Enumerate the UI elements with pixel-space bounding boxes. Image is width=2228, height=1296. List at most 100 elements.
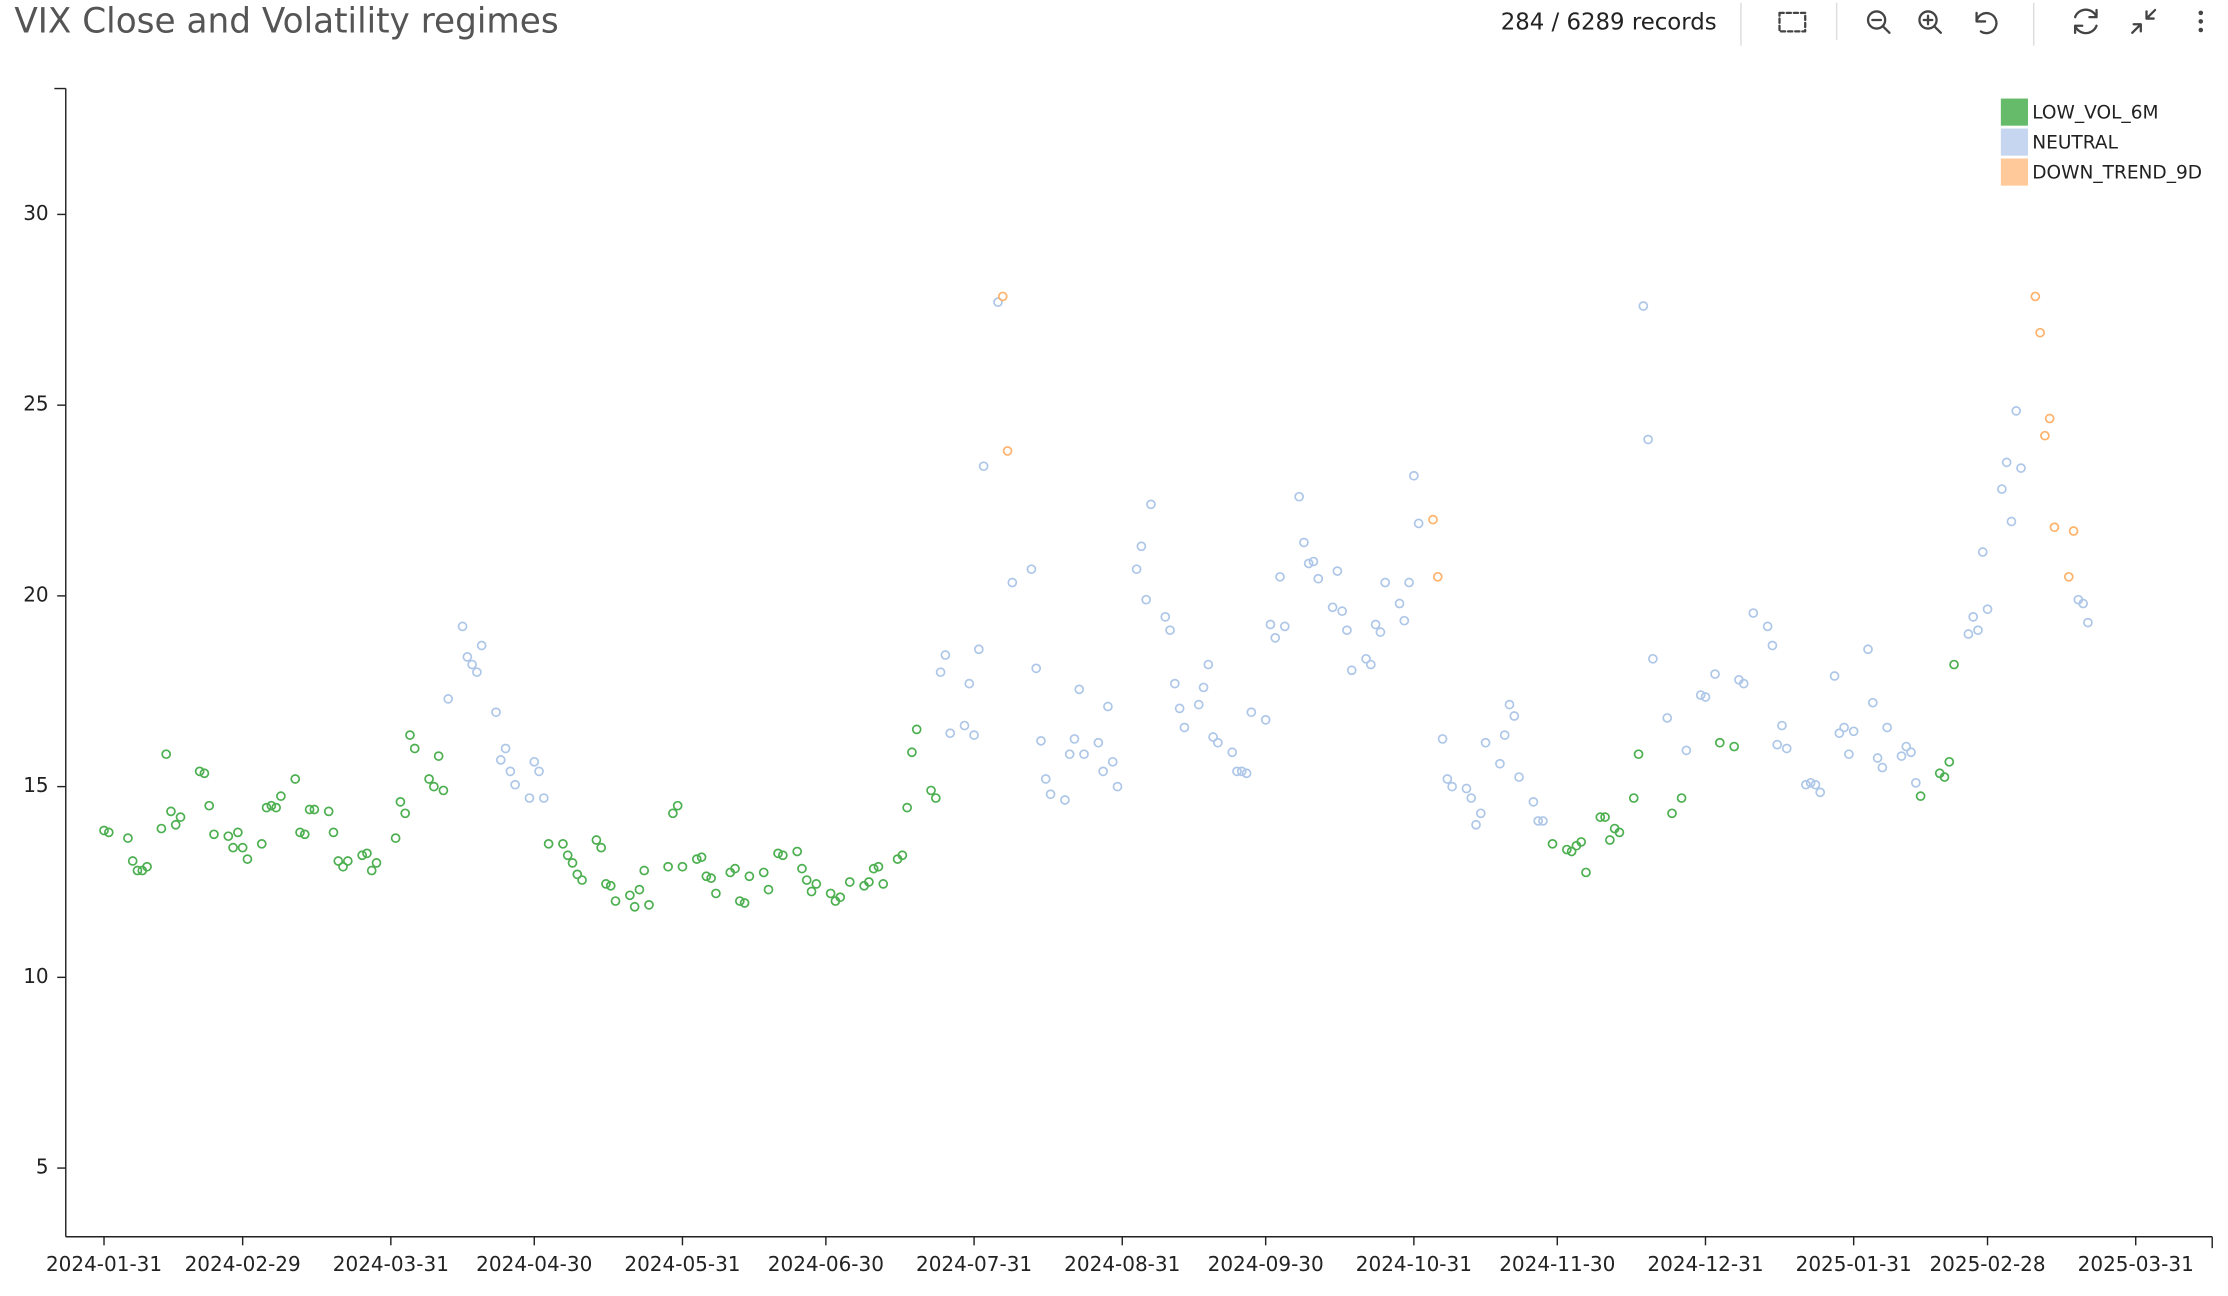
point [1695,690,1706,700]
point [491,707,501,718]
point [443,694,454,704]
point [2030,291,2041,302]
point [1303,558,1314,569]
point [1504,699,1515,710]
point [902,802,912,813]
point [371,858,382,868]
point [1810,779,1821,790]
x-tick-label: 2024-06-30 [768,1252,884,1276]
point [429,781,439,792]
point [204,800,215,811]
legend-swatch [2000,158,2028,186]
point [1361,653,1371,664]
point [1867,697,1878,708]
point [801,875,812,885]
point [1064,749,1075,760]
point [1279,621,1290,632]
point [691,854,702,864]
legend-label: LOW_VOL_6M [2032,102,2158,123]
point [1136,541,1147,552]
point [472,667,482,678]
point [935,667,946,678]
point [2035,327,2045,338]
point [1060,795,1070,805]
point [926,785,936,796]
point [299,829,310,840]
point [1036,735,1046,746]
point [1232,766,1242,777]
point [864,877,874,887]
point [1146,499,1156,510]
y-tick-label: 10 [23,964,48,988]
point [701,871,712,882]
point [1107,756,1118,767]
point [1193,699,1204,710]
point [1566,846,1577,857]
point [1270,632,1281,643]
refresh-icon[interactable] [2073,8,2098,35]
point [1103,701,1113,712]
point [706,873,716,884]
point [562,850,573,861]
point [1409,470,1419,481]
point [1882,722,1892,733]
point [438,785,449,796]
point [543,838,554,849]
undo-icon[interactable] [1975,11,1998,35]
point [362,848,372,859]
point [1997,484,2007,494]
point [758,867,769,878]
point [357,850,368,861]
point [123,833,133,843]
more-icon[interactable] [2198,10,2204,33]
point [763,884,774,895]
point [529,756,540,767]
point [342,856,353,866]
record-count: 284 / 6289 records [1501,9,1717,35]
point [1499,730,1510,740]
point [1079,749,1089,760]
point [1098,766,1108,777]
point [2063,571,2074,582]
zoom-out-icon[interactable] [1866,10,1891,34]
collapse-icon[interactable] [2131,8,2157,34]
point [2006,516,2017,527]
zoom-in-icon[interactable] [1918,10,1943,34]
point [610,896,621,906]
point [1700,692,1711,702]
point [1939,772,1950,782]
point [524,793,535,803]
point [1714,737,1725,748]
point [1772,739,1783,750]
point [1040,774,1051,784]
point [663,861,673,872]
point [1131,564,1142,575]
point [806,886,817,897]
point [1676,793,1687,803]
point [969,730,979,740]
point [792,846,803,857]
x-tick-label: 2024-07-31 [916,1252,1032,1276]
point [644,900,654,910]
point [1213,737,1223,748]
select-icon[interactable] [1778,11,1807,33]
point [601,879,611,889]
point [711,888,721,899]
point [1901,741,1912,752]
point [1514,772,1524,782]
y-tick-label: 30 [23,201,48,225]
point [1834,728,1845,739]
point [1977,547,1988,557]
point [1896,751,1907,761]
point [1815,787,1826,798]
point [1208,732,1218,742]
point [142,861,152,872]
point [2044,413,2055,424]
point [1777,720,1787,731]
point [1877,762,1888,773]
point [1538,816,1548,826]
point [166,806,176,817]
point [730,863,740,874]
